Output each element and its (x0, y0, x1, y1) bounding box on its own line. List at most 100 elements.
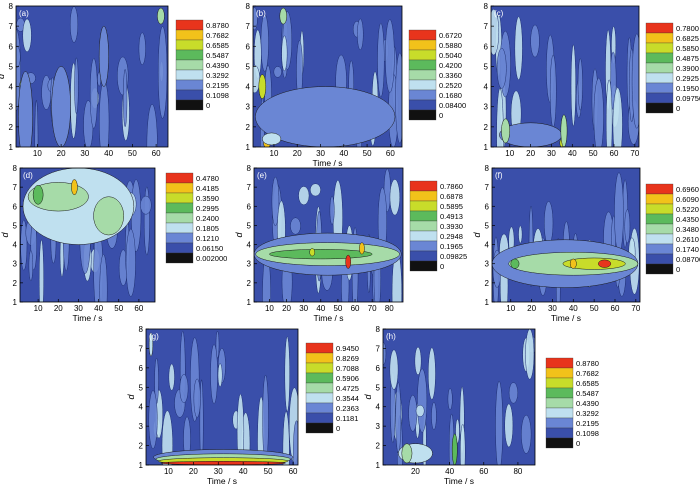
legend-swatch (545, 417, 574, 429)
streak (298, 186, 310, 206)
contour-region (451, 433, 458, 465)
streak (408, 394, 418, 432)
x-tick-label: 10 (505, 149, 514, 158)
streak (383, 342, 387, 365)
plot-border (15, 5, 169, 148)
streak (385, 19, 395, 93)
legend-label: 0.002000 (196, 254, 227, 263)
legend-label: 0.4390 (206, 61, 229, 70)
legend-label: 0.3292 (206, 71, 229, 80)
legend-label: 0.5487 (576, 389, 599, 398)
y-axis-label: d (126, 394, 136, 400)
y-tick-label: 6 (139, 364, 144, 373)
streak (310, 183, 321, 197)
legend-swatch (409, 200, 438, 212)
panel-label: (a) (19, 9, 29, 18)
streak (389, 179, 401, 216)
y-tick-label: 2 (247, 279, 252, 288)
streak (69, 6, 79, 43)
legend-label: 0.06150 (196, 244, 223, 253)
x-tick-label: 50 (264, 467, 273, 476)
x-tick-label: 30 (299, 304, 308, 313)
legend-label: 0.4390 (576, 399, 599, 408)
legend-label: 0.6090 (676, 195, 699, 204)
contour-region (18, 71, 33, 147)
y-tick-label: 5 (13, 221, 18, 230)
y-axis-label: d (472, 232, 482, 238)
legend-label: 0.9450 (336, 344, 359, 353)
legend-swatch (645, 82, 674, 94)
streak (99, 254, 108, 302)
legend-swatch (645, 92, 674, 104)
x-tick-label: 40 (445, 467, 454, 476)
legend-swatch (645, 22, 674, 34)
legend-swatch (645, 263, 674, 275)
streak (168, 363, 175, 391)
y-tick-label: 5 (485, 221, 490, 230)
x-tick-label: 50 (128, 149, 137, 158)
x-tick-label: 70 (630, 149, 639, 158)
legend-label: 0.2610 (676, 235, 699, 244)
legend-label: 0.3544 (336, 394, 359, 403)
legend-label: 0.5850 (676, 44, 699, 53)
legend-swatch (175, 19, 204, 31)
legend-label: 0.2363 (336, 404, 359, 413)
streak (431, 402, 437, 430)
streak (34, 99, 39, 147)
streak (28, 250, 34, 281)
legend-swatch (165, 172, 194, 184)
streak (549, 54, 557, 128)
y-tick-label: 3 (13, 260, 18, 269)
streak (125, 228, 136, 297)
legend-label: 0.3480 (676, 225, 699, 234)
legend-swatch (305, 372, 334, 384)
legend-swatch (645, 42, 674, 54)
legend-swatch (409, 260, 438, 272)
x-tick-label: 80 (513, 467, 522, 476)
legend-swatch (408, 59, 437, 71)
legend-label: 0.2400 (196, 214, 219, 223)
y-tick-label: 6 (485, 202, 490, 211)
contour-region (510, 258, 520, 269)
streak (16, 46, 21, 68)
legend-label: 0.5487 (206, 51, 229, 60)
y-tick-label: 2 (246, 123, 251, 132)
legend-swatch (645, 72, 674, 84)
x-tick-label: 20 (57, 149, 66, 158)
y-tick-label: 1 (247, 298, 252, 307)
y-tick-label: 1 (376, 461, 381, 470)
legend-swatch (645, 52, 674, 64)
streak (496, 47, 507, 89)
legend-label: 0.3900 (676, 64, 699, 73)
y-axis-label: d (0, 232, 10, 238)
legend-label: 0.7682 (206, 31, 229, 40)
y-tick-label: 7 (484, 22, 489, 31)
legend-swatch (175, 79, 204, 91)
x-axis-label: Time / s (314, 313, 344, 323)
legend-swatch (408, 79, 437, 91)
legend-label: 0.4200 (439, 61, 462, 70)
contour-region (148, 332, 154, 357)
y-tick-label: 2 (485, 279, 490, 288)
legend-label: 0.2195 (576, 419, 599, 428)
y-tick-label: 7 (139, 344, 144, 353)
streak (414, 346, 422, 376)
legend-label: 0 (440, 262, 444, 271)
legend-label: 0.6585 (576, 379, 599, 388)
y-tick-label: 3 (247, 260, 252, 269)
x-tick-label: 40 (316, 304, 325, 313)
y-tick-label: 4 (139, 403, 144, 412)
y-tick-label: 8 (246, 2, 251, 11)
legend-label: 0.1805 (196, 224, 219, 233)
legend-label: 0.5906 (336, 374, 359, 383)
y-tick-label: 2 (376, 442, 381, 451)
y-tick-label: 7 (485, 183, 490, 192)
streak (417, 368, 428, 433)
legend-swatch (165, 252, 194, 264)
x-tick-label: 60 (611, 304, 620, 313)
y-tick-label: 5 (376, 383, 381, 392)
streak (215, 330, 220, 359)
